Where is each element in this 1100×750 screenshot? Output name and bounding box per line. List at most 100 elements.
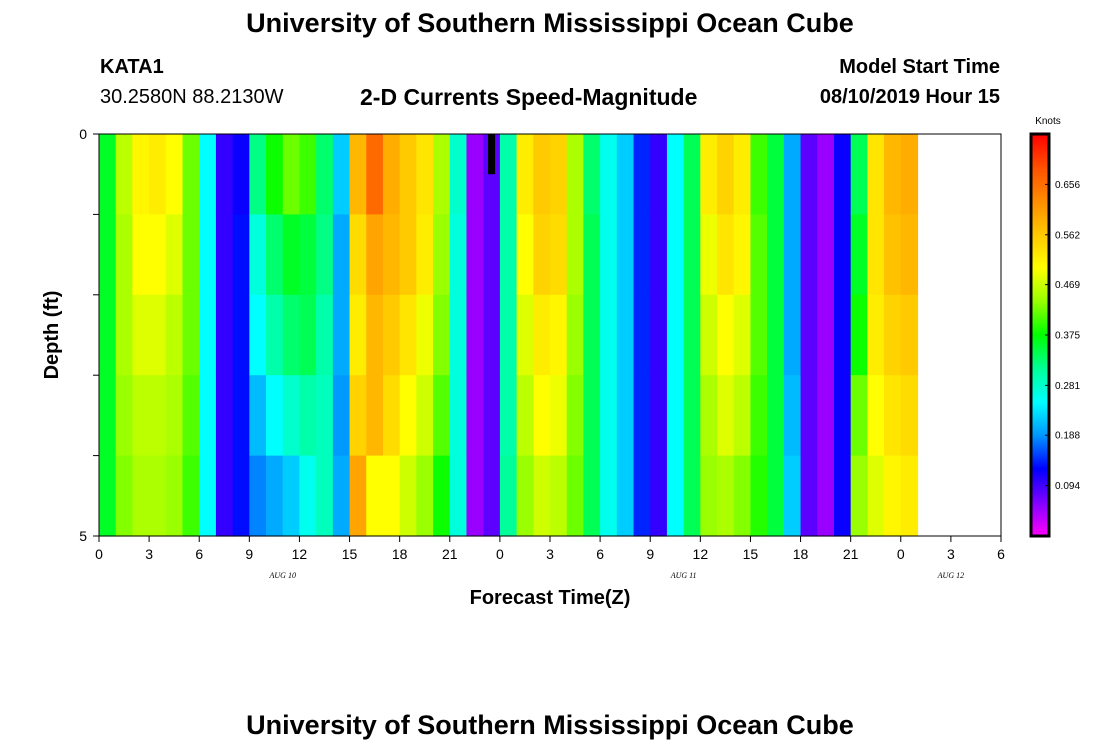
heatmap-cell [382, 214, 401, 296]
heatmap-cell [867, 455, 885, 537]
heatmap-cell [382, 375, 401, 457]
heatmap-cell [867, 294, 885, 376]
heatmap-cell [817, 214, 835, 296]
heatmap-cell [215, 214, 234, 296]
heatmap-cell [299, 375, 317, 457]
heatmap-cell [499, 375, 518, 457]
heatmap-cell [132, 375, 150, 457]
heatmap-cell [717, 455, 735, 537]
heatmap-cell [483, 455, 501, 537]
colorbar: 0.656 0.562 0.469 0.375 0.281 0.188 0.094 [1029, 132, 1080, 538]
heatmap-cell [316, 455, 334, 537]
heatmap-cell [733, 455, 752, 537]
heatmap-cell [800, 294, 818, 376]
heatmap-cell [115, 294, 133, 376]
x-tick-label: 6 [596, 546, 604, 562]
x-tick-label: 3 [546, 546, 554, 562]
heatmap-cell [533, 214, 551, 296]
heatmap-cell [215, 375, 234, 457]
heatmap-cell [516, 294, 534, 376]
chart-title: 2-D Currents Speed-Magnitude [360, 84, 698, 110]
station-coords: 30.2580N 88.2130W [100, 86, 284, 108]
heatmap-cell [399, 214, 417, 296]
heatmap-cell [132, 214, 150, 296]
heatmap-cell [633, 214, 651, 296]
heatmap-cell [566, 294, 584, 376]
heatmap-cell [266, 294, 284, 376]
heatmap-cell [850, 134, 868, 215]
heatmap-cell [215, 455, 234, 537]
heatmap-cell [867, 214, 885, 296]
heatmap-cell [533, 294, 551, 376]
heatmap-cell [165, 375, 184, 457]
heatmap-cell [633, 455, 651, 537]
heatmap-cell [650, 214, 668, 296]
heatmap-cell [717, 214, 735, 296]
heatmap-cell [666, 375, 685, 457]
heatmap-cell [449, 375, 468, 457]
heatmap-cell [332, 375, 351, 457]
heatmap-cell [566, 455, 584, 537]
heatmap-cell [800, 134, 818, 215]
heatmap-cell [366, 294, 384, 376]
heatmap-cell [717, 134, 735, 215]
heatmap-cell [199, 375, 217, 457]
heatmap-cell [433, 375, 451, 457]
heatmap-cell [316, 134, 334, 215]
heatmap-cell [449, 214, 468, 296]
heatmap-cell [483, 214, 501, 296]
heatmap-cell [382, 134, 401, 215]
heatmap-cell [733, 214, 752, 296]
heatmap-cell [583, 375, 601, 457]
heatmap-cell [332, 455, 351, 537]
x-date-label: AUG 10 [269, 571, 296, 580]
heatmap-cell [650, 375, 668, 457]
heatmap-cell [299, 134, 317, 215]
heatmap-cell [332, 294, 351, 376]
heatmap-cell [249, 134, 267, 215]
heatmap-cell [767, 134, 785, 215]
heatmap-cell [650, 134, 668, 215]
heatmap-cell [165, 455, 184, 537]
heatmap-cell [199, 455, 217, 537]
heatmap-cell [550, 455, 568, 537]
colorbar-units: Knots [1035, 116, 1061, 127]
heatmap-cell [900, 375, 919, 457]
heatmap-cell [884, 294, 902, 376]
heatmap-cell [282, 455, 301, 537]
x-tick-label: 12 [292, 546, 308, 562]
heatmap-cell [416, 375, 434, 457]
heatmap-cell [149, 214, 167, 296]
heatmap-cell [616, 134, 635, 215]
heatmap-cell [416, 455, 434, 537]
heatmap-cell [282, 294, 301, 376]
heatmap-cell [382, 455, 401, 537]
heatmap-cell [99, 294, 117, 376]
heatmap-cell [616, 455, 635, 537]
heatmap-cell [299, 294, 317, 376]
x-tick-label: 9 [646, 546, 654, 562]
x-date-label: AUG 12 [937, 571, 964, 580]
heatmap-cell [249, 214, 267, 296]
heatmap-cell [299, 455, 317, 537]
heatmap-cell [666, 214, 685, 296]
heatmap-cell [733, 375, 752, 457]
y-tick-label: 0 [79, 126, 87, 142]
heatmap-cell [533, 134, 551, 215]
heatmap-cell [299, 214, 317, 296]
heatmap-cell [783, 455, 802, 537]
heatmap-cell [750, 294, 768, 376]
heatmap-cell [466, 214, 484, 296]
heatmap-cell [382, 294, 401, 376]
chart-axes: 0 3 6 9 12 15 18 21 0 3 6 9 12 15 18 21 0 3 6 AUG 10 AUG 11 A… [79, 126, 1005, 580]
heatmap-cell [266, 455, 284, 537]
heatmap-cell [349, 294, 367, 376]
heatmap-cell [717, 294, 735, 376]
x-tick-label: 21 [843, 546, 859, 562]
heatmap-cell [416, 134, 434, 215]
heatmap-cell [399, 134, 417, 215]
heatmap-cell [433, 455, 451, 537]
heatmap-cell [466, 134, 484, 215]
heatmap-cell [817, 375, 835, 457]
heatmap-cell [332, 214, 351, 296]
